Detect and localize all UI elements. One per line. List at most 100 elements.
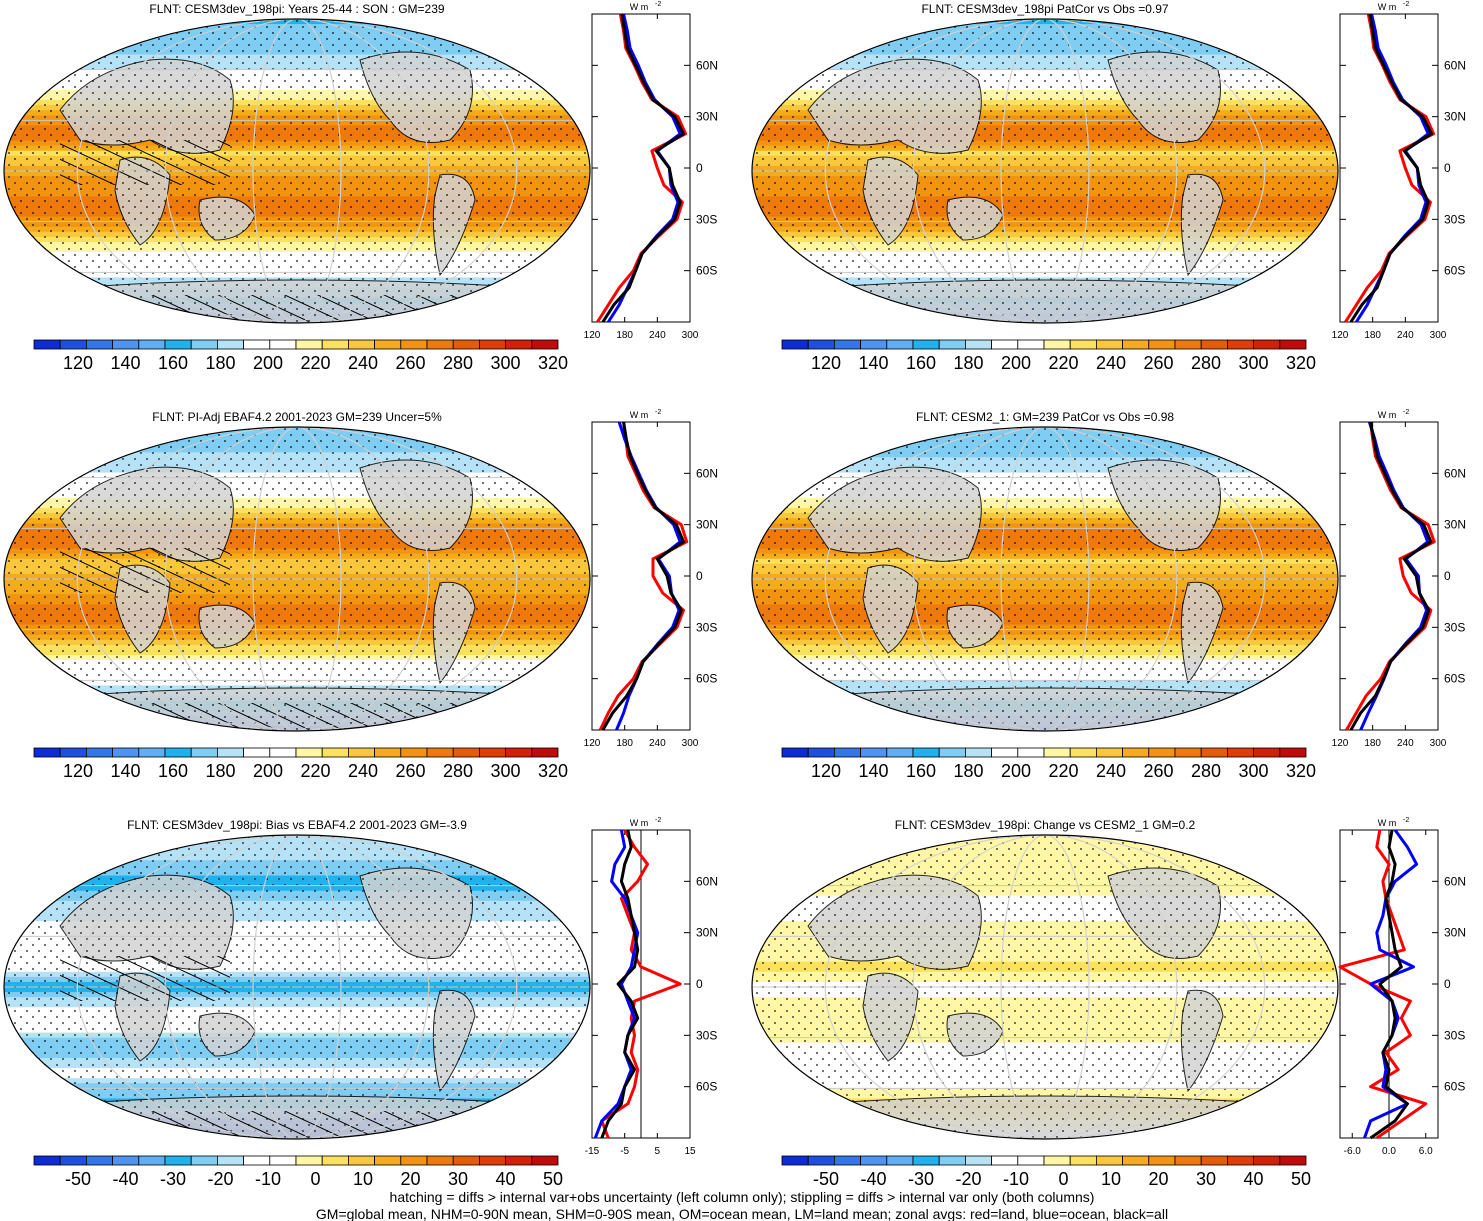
graticule-meridian: [824, 19, 1266, 323]
colorbar-swatch: [1148, 747, 1176, 758]
zonal-units-sup: -2: [1403, 817, 1409, 824]
panel-title: FLNT: CESM2_1: GM=239 PatCor vs Obs =0.9…: [916, 410, 1174, 424]
graticule-meridian: [252, 19, 342, 323]
colorbar-label: -10: [1003, 1169, 1029, 1189]
colorbar-swatch: [86, 339, 114, 350]
colorbar-swatch: [321, 1155, 349, 1166]
zonal-series-all: [601, 13, 685, 323]
colorbar-swatch: [269, 1155, 297, 1166]
colorbar-label: 300: [490, 353, 520, 373]
colorbar-label: 200: [1001, 761, 1031, 781]
colorbar-swatch: [295, 747, 323, 758]
colorbar-swatch: [834, 1155, 862, 1166]
colorbar-label: 10: [1101, 1169, 1121, 1189]
graticule-meridian: [164, 835, 430, 1139]
zonal-units-sup: -2: [655, 409, 661, 416]
colorbar-swatch: [531, 747, 559, 758]
colorbar-swatch: [243, 747, 271, 758]
colorbar-swatch: [991, 747, 1019, 758]
colorbar-swatch: [112, 339, 140, 350]
colorbar-swatch: [991, 1155, 1019, 1166]
colorbar-swatch: [1017, 339, 1045, 350]
map-border: [751, 18, 1339, 324]
graticule-meridian: [1000, 835, 1090, 1139]
map-border: [751, 834, 1339, 1140]
colorbar-swatch: [938, 339, 966, 350]
x-tick-label: 300: [682, 738, 699, 749]
colorbar-swatch: [1148, 339, 1176, 350]
colorbar-swatch: [1174, 747, 1202, 758]
graticule-meridian: [824, 835, 1266, 1139]
colorbar-swatch: [478, 339, 506, 350]
colorbar-swatch: [347, 339, 375, 350]
colorbar-swatch: [164, 1155, 192, 1166]
colorbar-swatch: [269, 339, 297, 350]
colorbar-label: 280: [1191, 353, 1221, 373]
colorbar-swatch: [243, 1155, 271, 1166]
colorbar-label: 240: [1096, 353, 1126, 373]
colorbar-swatch: [295, 339, 323, 350]
lat-label: 60N: [1444, 874, 1466, 888]
x-tick-label: 120: [584, 330, 601, 341]
x-tick-label: 180: [616, 330, 633, 341]
colorbar-swatch: [912, 1155, 940, 1166]
colorbar-label: 40: [1243, 1169, 1263, 1189]
lat-label: 30S: [696, 212, 717, 226]
colorbar-swatch: [374, 339, 402, 350]
colorbar-label: 200: [253, 353, 283, 373]
colorbar-label: 200: [1001, 353, 1031, 373]
graticule-meridian: [912, 427, 1178, 731]
colorbar-swatch: [347, 747, 375, 758]
zonal-series-land: [1344, 13, 1436, 323]
colorbar-label: 30: [448, 1169, 468, 1189]
colorbar-swatch: [964, 747, 992, 758]
colorbar-swatch: [33, 1155, 61, 1166]
panel-2: FLNT: CESM3dev_198pi PatCor vs Obs =0.97…: [751, 1, 1466, 373]
zonal-frame: [591, 13, 691, 323]
x-tick-label: 300: [1430, 738, 1447, 749]
colorbar-swatch: [1226, 747, 1254, 758]
map-field: [4, 19, 590, 323]
colorbar-label: 140: [110, 353, 140, 373]
zonal-units-sup: -2: [1403, 1, 1409, 8]
colorbar-label: -20: [955, 1169, 981, 1189]
colorbar-swatch: [452, 1155, 480, 1166]
colorbar-swatch: [991, 339, 1019, 350]
colorbar-swatch: [33, 339, 61, 350]
lat-label: 60S: [696, 1080, 717, 1094]
colorbar-label: 30: [1196, 1169, 1216, 1189]
colorbar-swatch: [1279, 747, 1307, 758]
zonal-frame: [1339, 13, 1439, 323]
panel-6: FLNT: CESM3dev_198pi: Change vs CESM2_1 …: [751, 817, 1466, 1189]
colorbar-swatch: [938, 1155, 966, 1166]
colorbar-label: 180: [205, 761, 235, 781]
colorbar-swatch: [860, 747, 888, 758]
panel-4: FLNT: CESM2_1: GM=239 PatCor vs Obs =0.9…: [751, 409, 1466, 781]
x-tick-label: -15: [585, 1146, 600, 1157]
footer-line-1: hatching = diffs > internal var+obs unce…: [390, 1189, 1095, 1205]
zonal-series-land: [600, 829, 682, 1139]
colorbar-swatch: [1148, 1155, 1176, 1166]
colorbar-label: 140: [110, 761, 140, 781]
colorbar-label: -30: [908, 1169, 934, 1189]
colorbar-swatch: [138, 747, 166, 758]
colorbar: 120 140 160 180 200 220 240 260 280 300 320: [33, 339, 568, 373]
panel-title: FLNT: CESM3dev_198pi: Change vs CESM2_1 …: [895, 818, 1196, 832]
colorbar-swatch: [1200, 339, 1228, 350]
x-tick-label: 300: [1430, 330, 1447, 341]
zonal-plot: W m -2 60N 30N 0 30S 60S -15 -5 5 15: [585, 817, 718, 1157]
colorbar-swatch: [59, 1155, 87, 1166]
colorbar-label: 160: [158, 353, 188, 373]
colorbar-label: 320: [1286, 761, 1316, 781]
colorbar-label: 200: [253, 761, 283, 781]
colorbar-label: 180: [205, 353, 235, 373]
panel-3: FLNT: PI-Adj EBAF4.2 2001-2023 GM=239 Un…: [3, 409, 718, 781]
colorbar-label: 120: [811, 353, 841, 373]
colorbar-swatch: [190, 339, 218, 350]
colorbar-swatch: [1200, 747, 1228, 758]
colorbar-label: 240: [348, 761, 378, 781]
colorbar-swatch: [1174, 1155, 1202, 1166]
lat-label: 60S: [1444, 264, 1465, 278]
lat-label: 0: [1444, 569, 1451, 583]
